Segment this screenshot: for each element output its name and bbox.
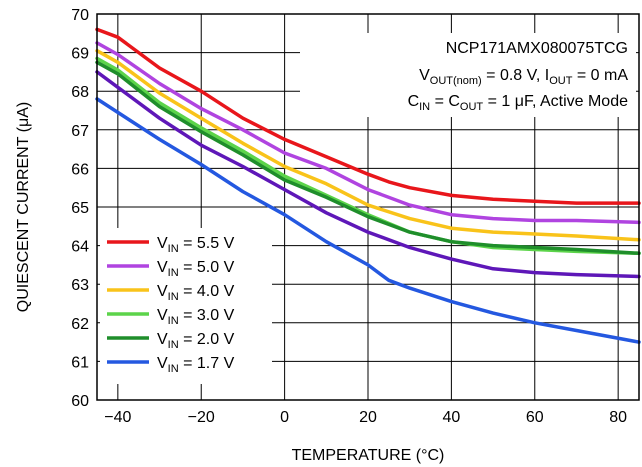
series-line-3 — [95, 56, 641, 256]
series-line-4 — [95, 60, 641, 256]
x-tick-label: 80 — [609, 409, 627, 426]
y-tick-label: 61 — [71, 354, 89, 371]
ann2-b: = 0.8 V, I — [482, 67, 549, 84]
legend-label: VIN = 1.7 V — [157, 355, 235, 375]
series-line-5 — [95, 97, 641, 344]
y-tick-label: 64 — [71, 239, 89, 256]
legend-label: VIN = 4.0 V — [157, 283, 235, 303]
x-tick-label: 20 — [359, 409, 377, 426]
ann3-b: = C — [430, 93, 460, 110]
x-tick-label: −20 — [188, 409, 215, 426]
legend-label: VIN = 5.0 V — [157, 259, 235, 279]
series-line-2 — [95, 48, 641, 242]
ann2-a: V — [419, 67, 430, 84]
annotation-background — [300, 33, 636, 117]
series-line-0 — [95, 27, 641, 205]
legend-label: VIN = 2.0 V — [157, 331, 235, 351]
legend: VIN = 5.5 V VIN = 5.0 V VIN = 4.0 V VIN = 3… — [100, 228, 272, 384]
y-tick-label: 60 — [71, 393, 89, 410]
annotation-conditions-capacitance: CIN = COUT = 1 μF, Active Mode — [408, 93, 629, 113]
ann3-c: = 1 μF, Active Mode — [483, 93, 628, 110]
annotation-box: NCP171AMX080075TCG VOUT(nom) = 0.8 V, IO… — [300, 33, 636, 117]
plot-frame — [96, 13, 640, 401]
legend-label: VIN = 5.5 V — [157, 235, 235, 255]
ann2-c: = 0 mA — [572, 67, 628, 84]
ann2-a-sub: OUT(nom) — [430, 75, 482, 87]
y-tick-label: 69 — [71, 46, 89, 63]
series-lines — [95, 27, 641, 344]
y-tick-label: 62 — [71, 316, 89, 333]
legend-label: VIN = 3.0 V — [157, 307, 235, 327]
x-tick-labels: −40 −20 0 20 40 60 80 — [104, 409, 627, 426]
y-tick-label: 63 — [71, 277, 89, 294]
y-tick-labels: 60 61 62 63 64 65 66 67 68 69 70 — [71, 7, 89, 410]
y-tick-label: 65 — [71, 200, 89, 217]
ann2-b-sub: OUT — [549, 75, 573, 87]
x-tick-label: 0 — [280, 409, 289, 426]
y-tick-label: 68 — [71, 84, 89, 101]
x-tick-label: 40 — [442, 409, 460, 426]
series-line-6 — [95, 70, 641, 279]
ann3-b-sub: OUT — [460, 101, 484, 113]
x-axis-label: TEMPERATURE (°C) — [292, 447, 445, 464]
y-tick-label: 67 — [71, 123, 89, 140]
ann3-a-sub: IN — [419, 101, 430, 113]
legend-background — [100, 228, 272, 384]
ann3-a: C — [408, 93, 420, 110]
x-tick-label: −40 — [104, 409, 131, 426]
y-tick-label: 70 — [71, 7, 89, 24]
series-line-1 — [95, 41, 641, 225]
annotation-conditions-voltage: VOUT(nom) = 0.8 V, IOUT = 0 mA — [419, 67, 628, 87]
x-tick-label: 60 — [526, 409, 544, 426]
y-axis-label: QUIESCENT CURRENT (μA) — [15, 102, 32, 312]
annotation-part-number: NCP171AMX080075TCG — [446, 40, 628, 57]
y-tick-label: 66 — [71, 161, 89, 178]
